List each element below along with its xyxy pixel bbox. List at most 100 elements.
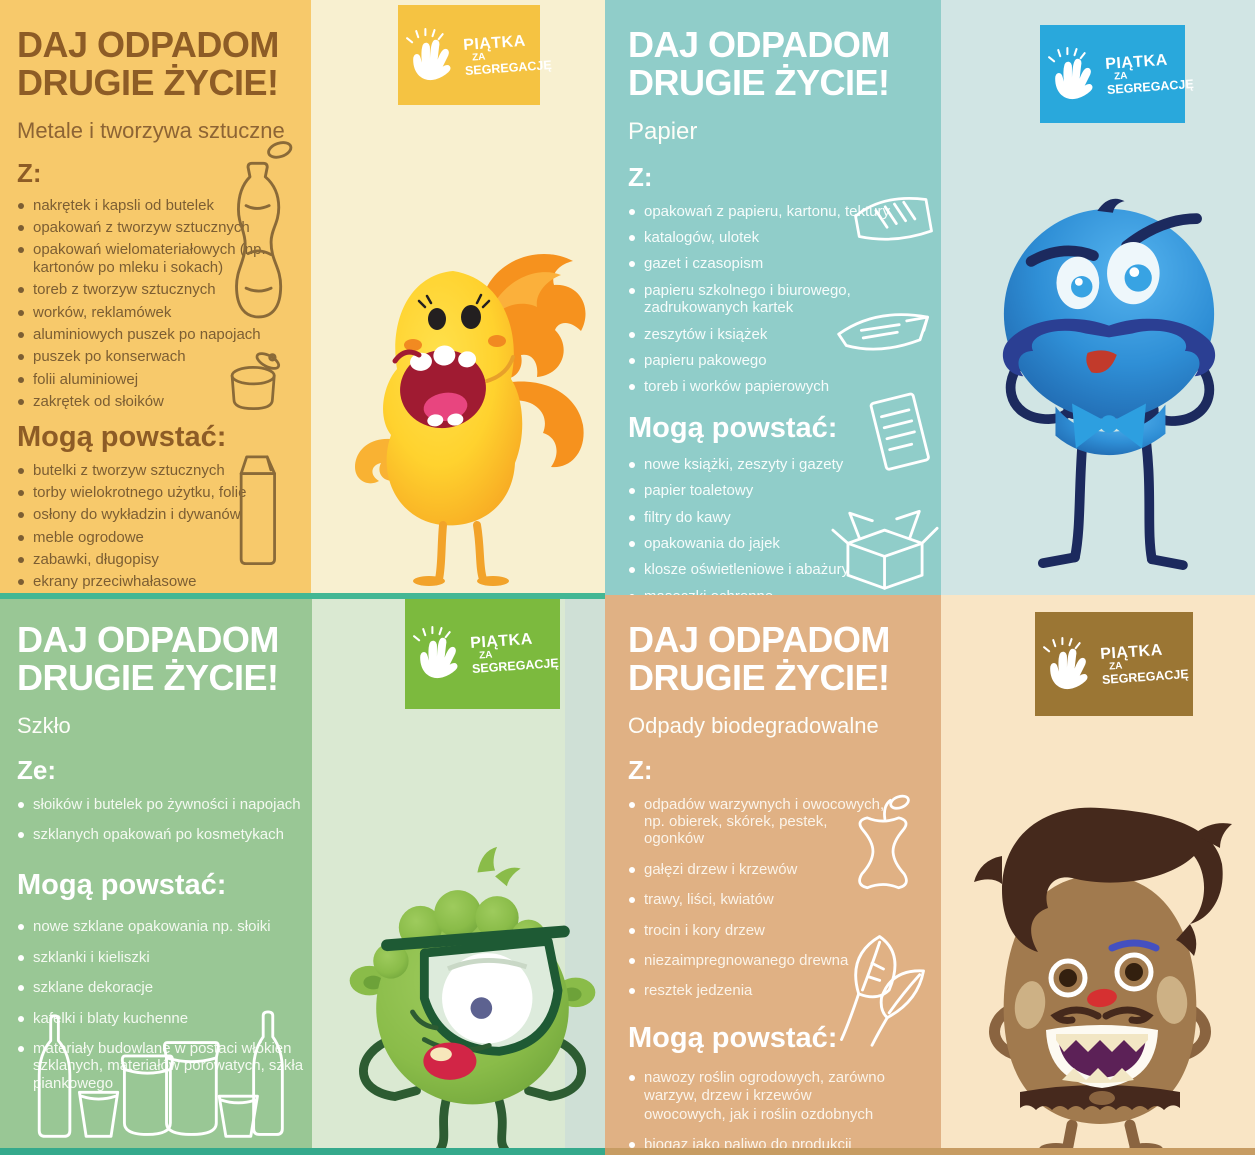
- panel-papier: DAJ ODPADOM DRUGIE ŻYCIE! Papier Z: opako…: [605, 0, 1255, 595]
- result-heading: Mogą powstać:: [17, 420, 227, 453]
- panel-subtitle: Odpady biodegradowalne: [628, 712, 879, 738]
- high-five-hand-icon: [411, 625, 467, 681]
- list-item: opakowań wielomateriałowych (np. kartonó…: [17, 241, 305, 276]
- list-item: torby wielokrotnego użytku, folie: [17, 484, 305, 501]
- result-list: nowe książki, zeszyty i gazety papier toa…: [628, 456, 896, 595]
- list-item: materiały budowlane w postaci włókien sz…: [17, 1040, 317, 1092]
- panel-title: DAJ ODPADOM DRUGIE ŻYCIE!: [17, 619, 279, 698]
- list-item: resztek jedzenia: [628, 982, 890, 999]
- note-paper-icon: [867, 388, 933, 478]
- panel-title: DAJ ODPADOM DRUGIE ŻYCIE!: [628, 24, 890, 103]
- list-item: papier toaletowy: [628, 482, 896, 499]
- logo-text: PIĄTKA ZA SEGREGACJĘ: [462, 33, 553, 78]
- milk-carton-icon: [228, 442, 284, 572]
- list-item: aluminiowych puszek po napojach: [17, 326, 305, 343]
- piatka-za-segregacje-logo: PIĄTKA ZA SEGREGACJĘ: [1035, 612, 1193, 716]
- panel-subtitle: Metale i tworzywa sztuczne: [17, 117, 285, 143]
- list-item: puszek po konserwach: [17, 348, 305, 365]
- list-item: katalogów, ulotek: [628, 229, 896, 246]
- list-item: kafelki i blaty kuchenne: [17, 1010, 317, 1027]
- plastic-bottle-icon: [225, 138, 297, 326]
- from-list: odpadów warzywnych i owocowych, np. obie…: [628, 796, 890, 1000]
- list-item: gałęzi drzew i krzewów: [628, 861, 890, 878]
- logo-text: PIĄTKA ZA SEGREGACJĘ: [469, 631, 560, 676]
- text-column: DAJ ODPADOM DRUGIE ŻYCIE! Szkło Ze: słoik…: [0, 595, 312, 1155]
- list-item: folii aluminiowej: [17, 371, 305, 388]
- list-item: szklanki i kieliszki: [17, 949, 317, 966]
- green-monster-illustration: [349, 846, 596, 1155]
- list-item: trawy, liści, kwiatów: [628, 891, 890, 908]
- from-heading: Z:: [628, 161, 653, 192]
- from-heading: Z:: [17, 157, 42, 188]
- high-five-hand-icon: [1041, 636, 1097, 692]
- panel-title: DAJ ODPADOM DRUGIE ŻYCIE!: [628, 619, 890, 698]
- panel-szklo: DAJ ODPADOM DRUGIE ŻYCIE! Szkło Ze: słoik…: [0, 595, 605, 1155]
- list-item: nawozy roślin ogrodowych, zarówno warzyw…: [628, 1069, 890, 1125]
- list-item: słoików i butelek po żywności i napojach: [17, 796, 317, 813]
- logo-text: PIĄTKA ZA SEGREGACJĘ: [1099, 642, 1190, 687]
- panel-metale-tworzywa: DAJ ODPADOM DRUGIE ŻYCIE! Metale i tworzy…: [0, 0, 605, 595]
- list-item: toreb i worków papierowych: [628, 378, 896, 395]
- high-five-hand-icon: [1046, 46, 1102, 102]
- list-item: osłony do wykładzin i dywanów: [17, 506, 305, 523]
- panel-edge-strip: [565, 595, 605, 1155]
- result-heading: Mogą powstać:: [17, 869, 227, 902]
- piatka-za-segregacje-logo: PIĄTKA ZA SEGREGACJĘ: [1040, 25, 1194, 123]
- list-item: opakowania do jajek: [628, 535, 896, 552]
- list-item: zakrętek od słoików: [17, 393, 305, 410]
- panel-subtitle: Papier: [628, 117, 698, 145]
- yellow-monster-illustration: [355, 253, 586, 586]
- list-item: maseczki ochronne: [628, 588, 896, 595]
- list-item: zeszytów i książek: [628, 326, 896, 343]
- list-item: nakrętek i kapsli od butelek: [17, 197, 305, 214]
- list-item: nowe książki, zeszyty i gazety: [628, 456, 896, 473]
- list-item: opakowań z papieru, kartonu, tektury: [628, 203, 896, 220]
- seam-strip: [0, 593, 605, 599]
- text-column: DAJ ODPADOM DRUGIE ŻYCIE! Papier Z: opako…: [605, 0, 941, 595]
- result-heading: Mogą powstać:: [628, 1021, 838, 1054]
- list-item: nowe szklane opakowania np. słoiki: [17, 918, 317, 935]
- list-item: ekrany przeciwhałasowe: [17, 573, 305, 590]
- paper-sheet-icon: [850, 190, 938, 246]
- from-list: nakrętek i kapsli od butelek opakowań z t…: [17, 197, 305, 411]
- flying-paper-icon: [833, 302, 937, 354]
- logo-text: PIĄTKA ZA SEGREGACJĘ: [1104, 52, 1195, 97]
- list-item: butelki z tworzyw sztucznych: [17, 462, 305, 479]
- list-item: szklanych opakowań po kosmetykach: [17, 826, 317, 843]
- list-item: filtry do kawy: [628, 509, 896, 526]
- list-item: klosze oświetleniowe i abażury: [628, 561, 896, 578]
- text-column: DAJ ODPADOM DRUGIE ŻYCIE! Metale i tworzy…: [0, 0, 311, 595]
- brown-monster-illustration: [974, 807, 1232, 1155]
- piatka-za-segregacje-logo: PIĄTKA ZA SEGREGACJĘ: [405, 597, 560, 709]
- leaves-icon: [830, 927, 935, 1051]
- list-item: gazet i czasopism: [628, 255, 896, 272]
- list-item: szklane dekoracje: [17, 979, 317, 996]
- apple-core-icon: [837, 793, 929, 908]
- tin-can-icon: [222, 350, 288, 416]
- list-item: trocin i kory drzew: [628, 922, 890, 939]
- panel-subtitle: Szkło: [17, 712, 71, 738]
- list-item: papieru szkolnego i biurowego, zadrukowa…: [628, 282, 896, 317]
- glass-bottles-and-jars-icon: [22, 1008, 290, 1147]
- list-item: papieru pakowego: [628, 352, 896, 369]
- list-item: odpadów warzywnych i owocowych, np. obie…: [628, 796, 890, 848]
- from-heading: Ze:: [17, 754, 56, 785]
- list-item: niezaimpregnowanego drewna: [628, 952, 890, 969]
- result-list: nawozy roślin ogrodowych, zarówno warzyw…: [628, 1069, 890, 1155]
- high-five-hand-icon: [404, 27, 460, 83]
- from-list: opakowań z papieru, kartonu, tektury kata…: [628, 203, 896, 396]
- piatka-za-segregacje-logo: PIĄTKA ZA SEGREGACJĘ: [398, 5, 552, 105]
- list-item: zabawki, długopisy: [17, 551, 305, 568]
- seam-strip: [0, 1148, 605, 1155]
- from-heading: Z:: [628, 754, 653, 785]
- from-list: słoików i butelek po żywności i napojach…: [17, 796, 317, 844]
- list-item: opakowań z tworzyw sztucznych: [17, 219, 305, 236]
- blue-monster-illustration: [1002, 198, 1216, 570]
- panel-bio: DAJ ODPADOM DRUGIE ŻYCIE! Odpady biodegra…: [605, 595, 1255, 1155]
- panel-title: DAJ ODPADOM DRUGIE ŻYCIE!: [17, 24, 279, 103]
- cardboard-box-icon: [831, 498, 939, 595]
- list-item: toreb z tworzyw sztucznych: [17, 281, 305, 298]
- list-item: meble ogrodowe: [17, 529, 305, 546]
- list-item: worków, reklamówek: [17, 304, 305, 321]
